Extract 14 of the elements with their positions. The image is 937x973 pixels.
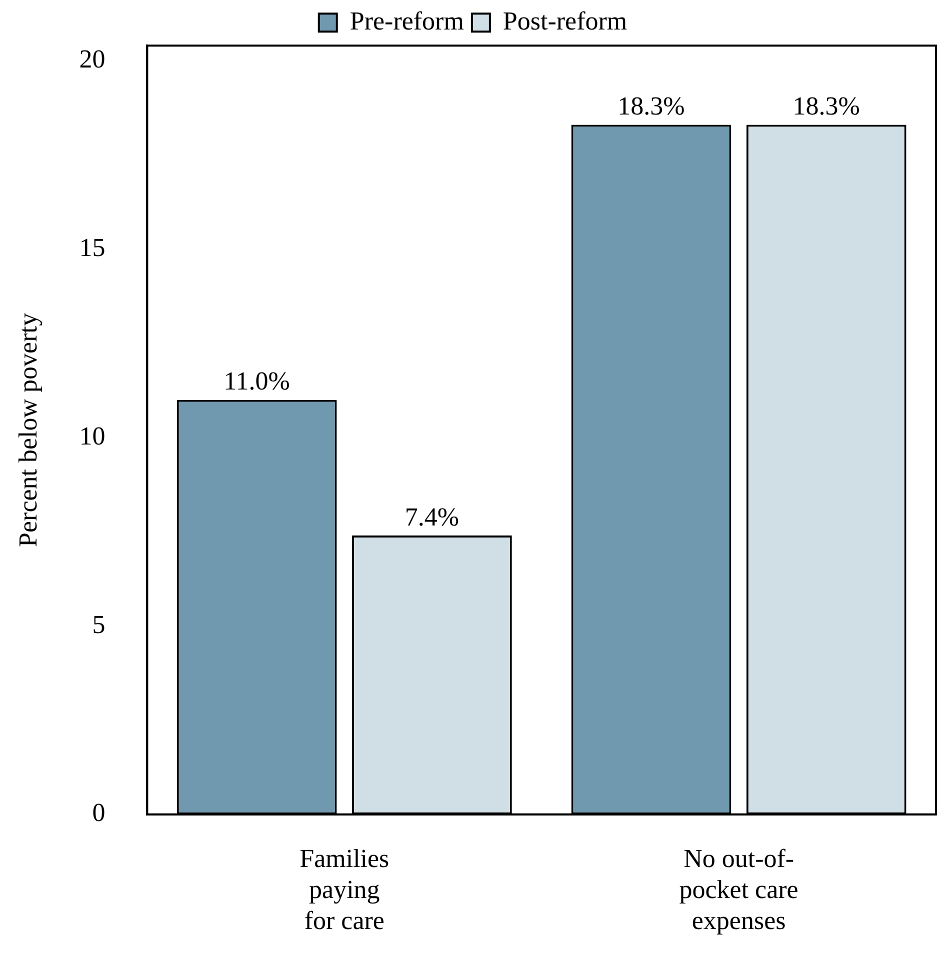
x-tick-label: No out-of- pocket care expenses xyxy=(679,844,798,936)
y-tick-label: 15 xyxy=(79,232,106,262)
y-tick-label: 0 xyxy=(92,798,106,828)
data-label: 11.0% xyxy=(224,366,290,396)
y-tick-label: 5 xyxy=(92,610,106,639)
y-axis-title: Percent below poverty xyxy=(13,313,42,547)
y-tick-label: 10 xyxy=(79,421,106,450)
legend-label: Pre-reform xyxy=(350,6,464,36)
data-label: 18.3% xyxy=(618,92,685,121)
data-label: 18.3% xyxy=(792,92,860,121)
data-label: 7.4% xyxy=(404,502,460,532)
y-tick-label: 20 xyxy=(79,44,106,74)
legend-label: Post-reform xyxy=(502,6,628,36)
x-tick-label: Families paying for care xyxy=(300,844,390,936)
